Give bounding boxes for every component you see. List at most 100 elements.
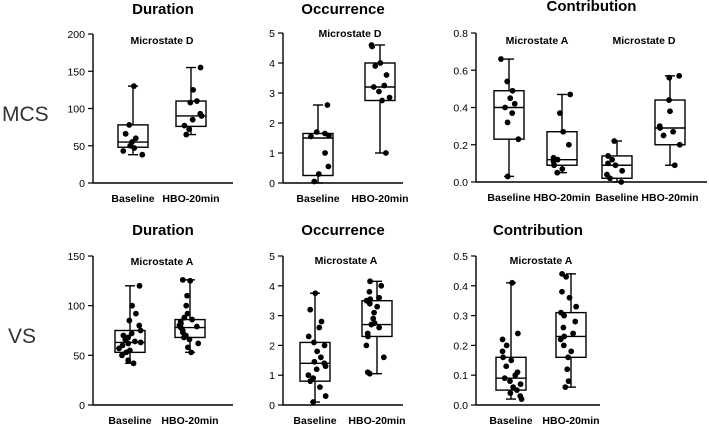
data-point	[197, 64, 204, 71]
data-point	[129, 302, 136, 309]
data-point	[184, 292, 190, 299]
data-point	[130, 83, 137, 90]
box-2	[364, 42, 396, 156]
y-tick-label: 2	[269, 118, 275, 130]
data-point	[667, 108, 673, 115]
category-label: Baseline	[487, 192, 530, 204]
y-tick-label: 0.1	[453, 370, 468, 382]
box-1	[299, 290, 331, 405]
chart-panel-5: Occurrence Microstate A 0 1 2 3 4 5 Baseline HBO-…	[269, 222, 405, 424]
category-label: Baseline	[293, 415, 336, 424]
y-tick-label: 3	[269, 311, 275, 323]
data-point	[177, 318, 184, 325]
category-label: Baseline	[111, 193, 154, 205]
data-point	[566, 294, 573, 301]
y-tick-label: 0.5	[453, 251, 468, 263]
data-point	[181, 122, 188, 129]
data-point	[310, 375, 317, 382]
data-point	[376, 324, 383, 331]
iqr-box	[654, 99, 686, 146]
data-point	[660, 132, 667, 139]
data-point	[517, 393, 524, 399]
data-point	[564, 366, 571, 373]
data-point	[311, 358, 318, 365]
y-tick-label: 100	[67, 301, 85, 313]
data-point	[313, 366, 320, 373]
y-tick-label: 4	[269, 58, 275, 70]
data-point	[315, 171, 322, 177]
data-point	[364, 330, 371, 337]
y-tick-label: 1	[269, 148, 275, 160]
data-point	[310, 399, 317, 405]
box-1	[495, 279, 527, 402]
chart-title: Occurrence	[301, 222, 384, 239]
box-2	[174, 276, 206, 356]
category-label: Baseline	[296, 193, 339, 205]
data-point	[557, 110, 563, 116]
data-point	[136, 282, 143, 289]
data-point	[125, 340, 132, 347]
data-point	[137, 327, 144, 334]
data-point	[187, 99, 194, 106]
data-point	[194, 98, 200, 104]
data-point	[363, 342, 370, 349]
data-point	[122, 130, 129, 137]
data-point	[383, 72, 390, 78]
y-tick-label: 0.2	[453, 140, 468, 152]
data-point	[619, 167, 626, 174]
data-point	[611, 138, 618, 144]
data-point	[190, 86, 197, 93]
data-point	[514, 330, 521, 337]
data-point	[370, 315, 377, 322]
category-label: Baseline	[595, 192, 638, 204]
chart-title: Contribution	[547, 0, 637, 15]
category-label: HBO-20min	[641, 192, 698, 204]
data-point	[186, 336, 193, 343]
category-label: Baseline	[489, 415, 532, 424]
box-4	[654, 72, 686, 169]
data-point	[364, 369, 371, 376]
data-point	[186, 126, 193, 133]
data-point	[189, 316, 196, 323]
data-point	[670, 128, 677, 135]
data-point	[367, 278, 373, 285]
data-point	[561, 333, 568, 340]
data-point	[371, 309, 377, 316]
y-tick-label: 3	[269, 88, 275, 100]
data-point	[507, 378, 513, 385]
data-point	[183, 302, 190, 309]
data-point	[366, 288, 373, 295]
y-tick-label: 50	[73, 350, 85, 362]
data-point	[305, 333, 312, 340]
y-tick-label: 0	[79, 178, 85, 190]
data-point	[499, 348, 506, 355]
chart-panel-4: Duration Microstate A 0 50 100 150 Baseline HBO…	[67, 222, 233, 424]
data-point	[376, 88, 382, 95]
group-label: Microstate A	[510, 255, 573, 267]
data-point	[509, 279, 516, 286]
y-tick-label: 0.8	[453, 28, 468, 40]
data-point	[501, 375, 508, 382]
data-point	[314, 348, 321, 355]
data-point	[570, 330, 576, 337]
group-label: Microstate A	[131, 256, 194, 268]
category-label: HBO-20min	[542, 415, 599, 424]
box-2	[175, 64, 207, 138]
data-point	[568, 348, 575, 355]
data-point	[128, 330, 135, 337]
data-point	[618, 179, 625, 185]
data-point	[316, 324, 323, 331]
data-point	[139, 151, 146, 158]
category-label: HBO-20min	[533, 192, 590, 204]
data-point	[312, 290, 319, 297]
data-point	[305, 372, 312, 379]
box-1	[493, 56, 525, 180]
data-point	[313, 129, 320, 135]
data-point	[308, 133, 314, 140]
data-point	[120, 148, 127, 154]
data-point	[132, 135, 139, 142]
data-point	[307, 306, 314, 313]
y-tick-label: 0.4	[453, 281, 468, 293]
data-point	[605, 160, 611, 167]
